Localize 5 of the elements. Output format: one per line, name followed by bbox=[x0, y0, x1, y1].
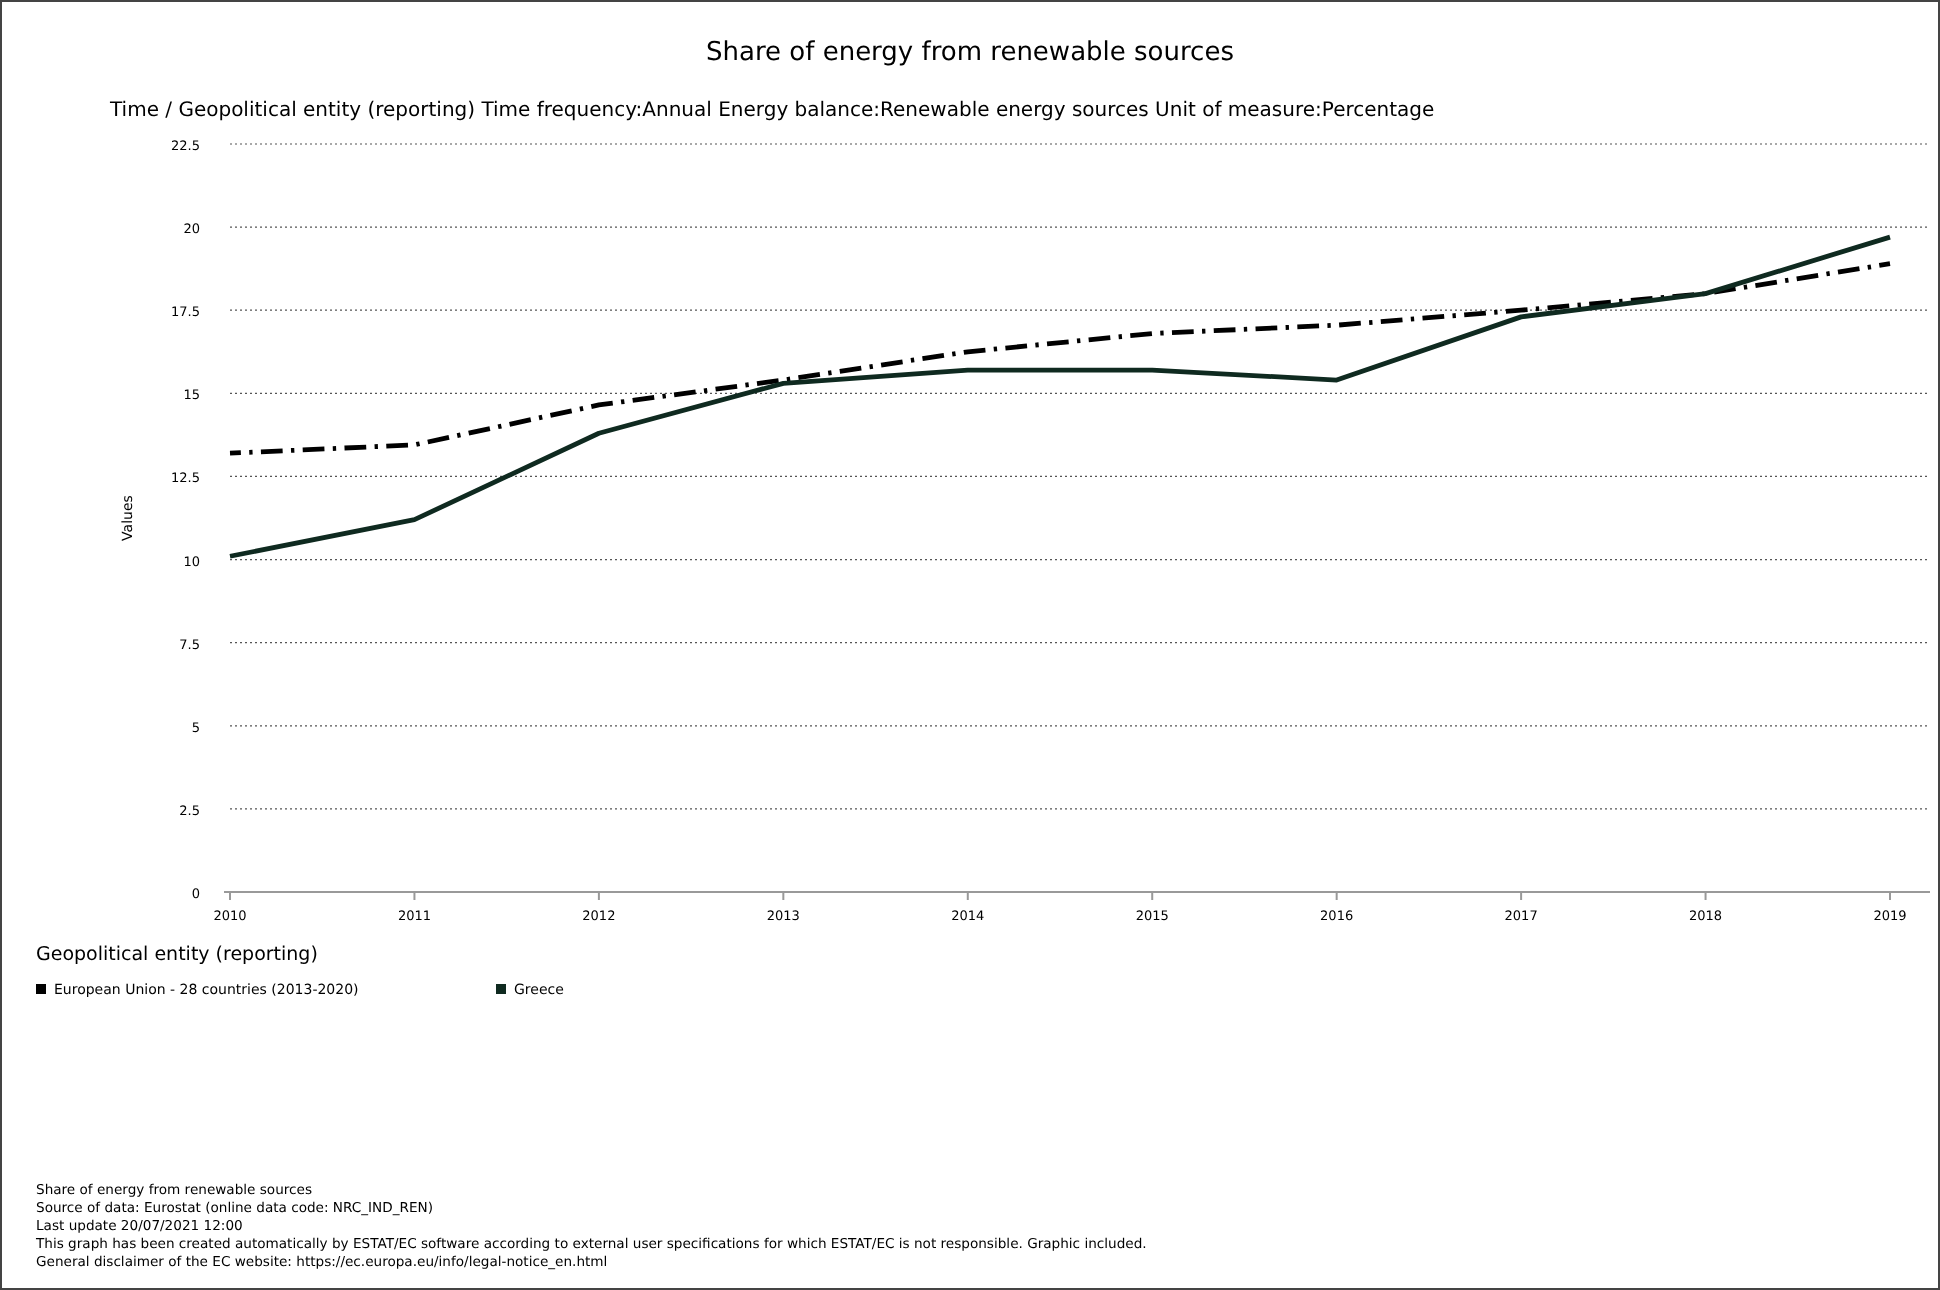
line-series bbox=[227, 261, 1893, 456]
line-series bbox=[227, 234, 1893, 559]
chart-subtitle: Time / Geopolitical entity (reporting) Time frequency:Annual Energy balance:Renewable energy sources Unit of measure:Percentage bbox=[108, 100, 1435, 122]
legend-title: Geopolitical entity (reporting) bbox=[36, 944, 318, 966]
chart-title: Share of energy from renewable sources bbox=[706, 38, 1235, 68]
